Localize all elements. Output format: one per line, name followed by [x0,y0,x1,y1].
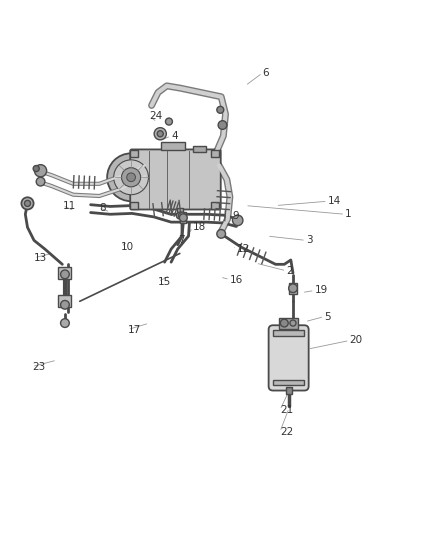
Bar [279,318,298,328]
Circle shape [166,118,173,125]
Text: 10: 10 [121,242,134,252]
Bar [161,142,185,150]
Text: 15: 15 [158,277,171,287]
Circle shape [121,168,141,187]
Circle shape [154,128,166,140]
Circle shape [60,319,69,327]
Circle shape [289,284,297,293]
Bar [273,380,304,385]
Text: 20: 20 [350,335,363,345]
Text: 4: 4 [171,131,178,141]
Text: 18: 18 [193,222,206,232]
Text: 9: 9 [232,212,239,221]
Bar [193,146,205,152]
Text: 16: 16 [230,274,243,285]
Text: 3: 3 [306,236,313,245]
Circle shape [35,165,47,177]
Text: 11: 11 [62,200,76,211]
Circle shape [107,154,155,201]
Text: 8: 8 [99,203,106,213]
Bar [180,212,186,223]
Circle shape [217,230,226,238]
Text: 22: 22 [280,427,293,437]
Circle shape [218,120,227,130]
Text: 23: 23 [32,361,45,372]
Circle shape [217,107,224,114]
Text: 24: 24 [149,111,162,122]
Bar [130,150,138,157]
Circle shape [25,200,31,206]
Bar [286,387,292,394]
Circle shape [127,173,135,182]
Circle shape [180,214,187,222]
Text: 5: 5 [324,312,331,321]
Bar [130,202,138,209]
Bar [211,202,219,209]
Bar [58,267,71,279]
Circle shape [280,319,288,327]
Circle shape [36,177,45,186]
Bar [289,283,297,294]
Circle shape [177,212,184,219]
Text: 6: 6 [262,68,269,78]
Text: 14: 14 [328,196,341,206]
Text: 2: 2 [286,266,293,276]
Circle shape [157,131,163,137]
Bar [58,295,71,308]
Circle shape [33,166,39,172]
Circle shape [114,160,148,195]
FancyBboxPatch shape [130,149,221,209]
Text: 17: 17 [127,325,141,335]
Bar [273,330,304,336]
Text: 1: 1 [345,209,352,219]
Bar [177,208,183,214]
Circle shape [233,215,243,225]
Text: 19: 19 [315,286,328,295]
Bar [211,150,219,157]
Text: 7: 7 [178,236,184,245]
Circle shape [21,197,34,209]
Text: 13: 13 [34,253,47,263]
Circle shape [290,320,296,326]
Text: 12: 12 [237,244,250,254]
Circle shape [60,270,69,279]
Circle shape [60,301,69,309]
Text: 21: 21 [280,405,293,415]
FancyBboxPatch shape [268,325,309,391]
Circle shape [179,212,185,219]
